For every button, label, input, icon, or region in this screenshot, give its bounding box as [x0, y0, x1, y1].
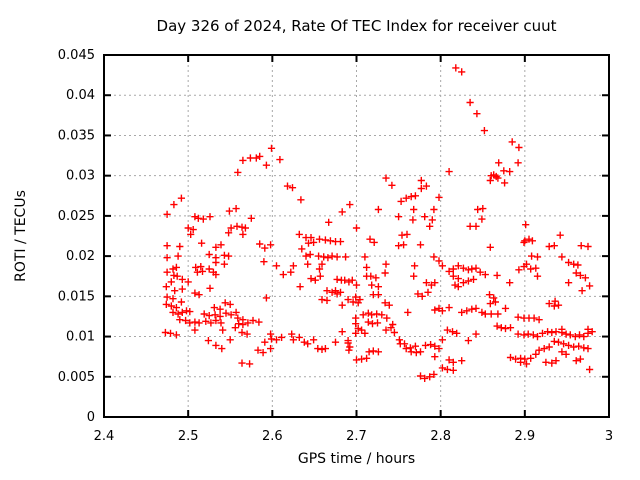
y-tick-label: 0.035 — [58, 128, 95, 143]
x-tick-label: 2.6 — [262, 429, 283, 444]
y-tick-label: 0.03 — [66, 169, 95, 184]
x-tick-label: 2.8 — [430, 429, 451, 444]
x-tick-label: 2.4 — [94, 429, 115, 444]
x-tick-label: 2.5 — [178, 429, 199, 444]
y-tick-label: 0.02 — [66, 249, 95, 264]
y-tick-label: 0.005 — [58, 370, 95, 385]
y-tick-label: 0.045 — [58, 48, 95, 63]
y-tick-label: 0.025 — [58, 209, 95, 224]
x-tick-label: 2.7 — [346, 429, 367, 444]
y-tick-label: 0.015 — [58, 289, 95, 304]
scatter-points-ROTI — [161, 64, 596, 382]
y-tick-label: 0.01 — [66, 330, 95, 345]
y-tick-label: 0 — [87, 410, 95, 425]
x-tick-label: 2.9 — [514, 429, 535, 444]
chart-title: Day 326 of 2024, Rate Of TEC Index for r… — [156, 17, 557, 35]
x-tick-label: 3 — [605, 429, 613, 444]
y-tick-label: 0.04 — [66, 88, 95, 103]
x-axis-label: GPS time / hours — [297, 451, 416, 467]
plot-frame — [103, 54, 610, 418]
